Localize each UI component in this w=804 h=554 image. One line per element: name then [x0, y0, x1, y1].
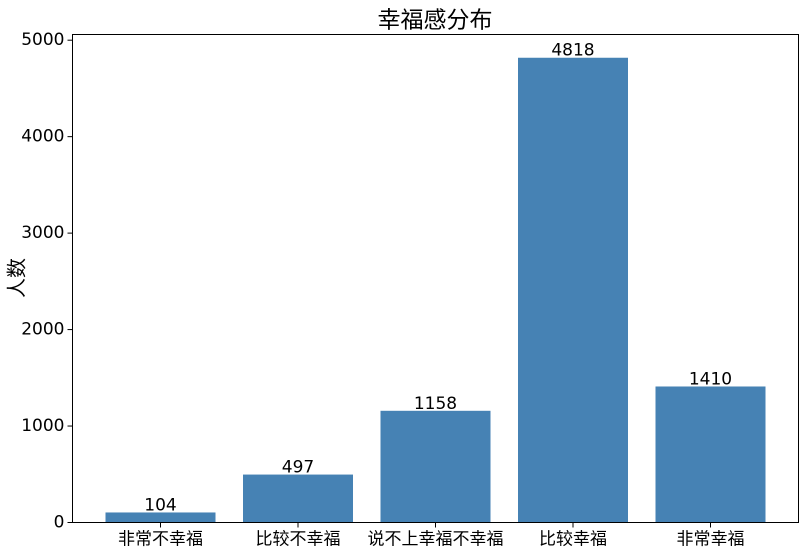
- value-label: 4818: [551, 41, 594, 61]
- bar: [243, 474, 353, 523]
- value-label: 104: [144, 495, 176, 515]
- value-label: 1410: [689, 369, 732, 389]
- bar: [655, 386, 766, 523]
- x-tick-label: 说不上幸福不幸福: [368, 530, 504, 550]
- axes-frame: [72, 34, 799, 523]
- value-label: 497: [282, 458, 314, 478]
- chart-title: 幸福感分布: [378, 8, 493, 34]
- x-tick-label: 比较幸福: [539, 530, 607, 550]
- bar: [518, 57, 628, 523]
- y-tick-label: 0: [54, 513, 65, 533]
- bar: [105, 512, 216, 523]
- y-tick-label: 2000: [21, 320, 64, 340]
- plot-area: 0 1000 2000 3000 4000 5000 104 非常不幸福 497 比较不幸福 115…: [21, 30, 766, 550]
- x-tick-label: 非常不幸福: [118, 530, 203, 550]
- y-tick-label: 3000: [21, 223, 64, 243]
- y-axis-label: 人数: [5, 258, 29, 298]
- y-tick-label: 1000: [21, 416, 64, 436]
- bar: [380, 410, 491, 523]
- value-label: 1158: [414, 394, 457, 414]
- x-tick-label: 比较不幸福: [256, 530, 341, 550]
- y-tick-label: 5000: [21, 30, 64, 50]
- y-tick-label: 4000: [21, 127, 64, 147]
- x-tick-label: 非常幸福: [677, 530, 745, 550]
